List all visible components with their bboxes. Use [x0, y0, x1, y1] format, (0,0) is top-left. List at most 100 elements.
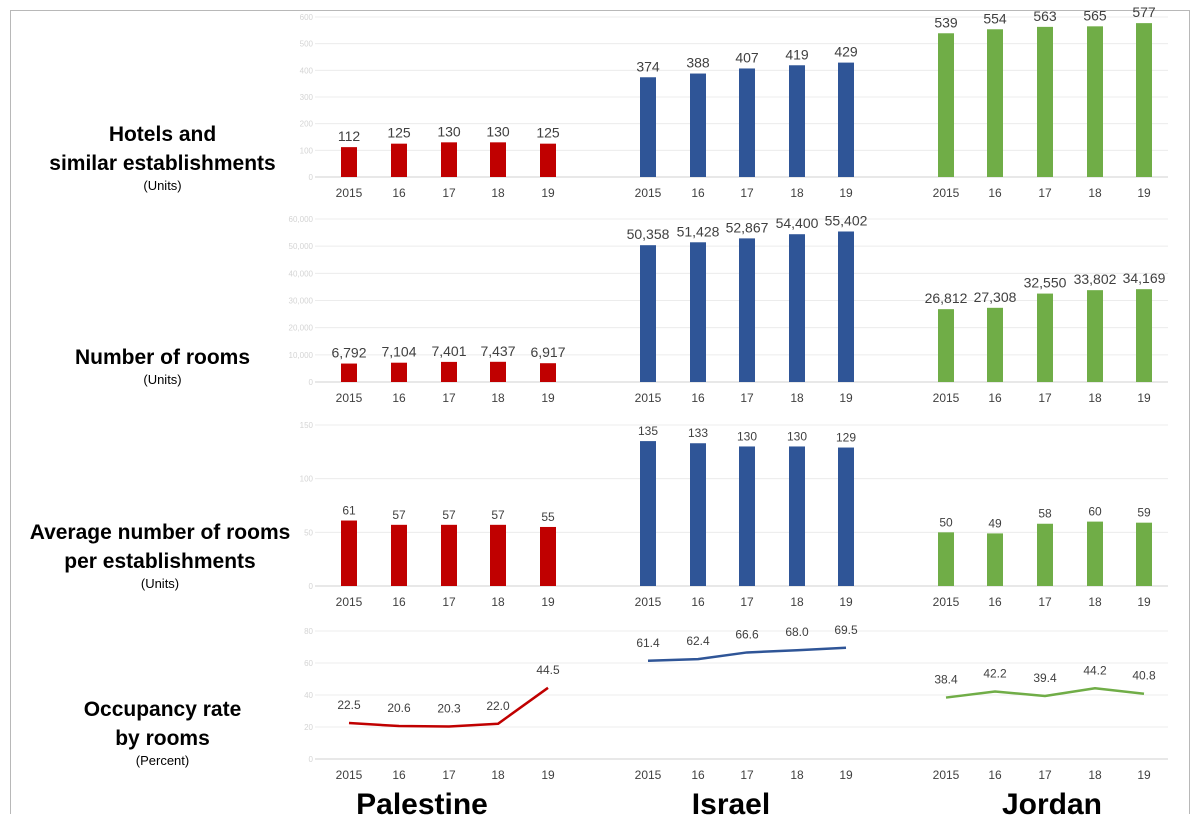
bar	[739, 238, 755, 382]
data-label: 51,428	[677, 223, 720, 239]
row-title-line2: by rooms	[115, 727, 210, 750]
x-tick-label: 2015	[933, 595, 960, 609]
bar	[1087, 26, 1103, 178]
data-label: 388	[686, 55, 710, 71]
data-label: 62.4	[686, 634, 710, 648]
bar	[987, 307, 1003, 382]
data-label: 563	[1033, 8, 1057, 24]
x-tick-label: 18	[491, 768, 505, 782]
bar	[341, 520, 357, 586]
data-label: 66.6	[735, 627, 759, 641]
data-label: 27,308	[974, 289, 1017, 305]
data-label: 61	[342, 504, 356, 518]
data-label: 34,169	[1123, 270, 1166, 286]
bar	[838, 231, 854, 382]
x-tick-label: 17	[442, 768, 456, 782]
x-tick-label: 17	[442, 595, 456, 609]
data-label: 6,917	[530, 344, 565, 360]
x-tick-label: 2015	[336, 768, 363, 782]
x-tick-label: 17	[1038, 186, 1052, 200]
x-tick-label: 19	[839, 391, 853, 405]
row-unit: (Units)	[140, 576, 180, 591]
x-tick-label: 19	[839, 595, 853, 609]
x-tick-label: 17	[740, 186, 754, 200]
y-tick-label: 500	[300, 40, 314, 49]
data-label: 130	[737, 429, 757, 443]
row-title-line2: per establishments	[64, 550, 256, 573]
data-label: 57	[392, 508, 406, 522]
bar	[1136, 522, 1152, 586]
data-label: 61.4	[636, 636, 660, 650]
data-label: 68.0	[785, 625, 809, 639]
data-label: 39.4	[1033, 671, 1057, 685]
x-tick-label: 17	[740, 595, 754, 609]
data-label: 429	[834, 44, 858, 60]
data-label: 50	[939, 515, 953, 529]
data-label: 49	[988, 516, 1002, 530]
bar	[1087, 290, 1103, 382]
x-tick-label: 16	[988, 391, 1002, 405]
x-tick-label: 19	[541, 595, 555, 609]
row-title-hotels: Hotels and similar establishments (Units…	[20, 120, 305, 193]
data-label: 20.6	[387, 701, 411, 715]
x-tick-label: 17	[740, 768, 754, 782]
y-tick-label: 0	[309, 378, 314, 387]
bar	[391, 143, 407, 177]
bar	[789, 234, 805, 382]
x-tick-label: 17	[442, 186, 456, 200]
x-tick-label: 18	[1088, 768, 1102, 782]
series-line	[348, 686, 549, 728]
y-tick-label: 50,000	[289, 242, 314, 251]
data-label: 59	[1137, 506, 1151, 520]
bar	[789, 446, 805, 586]
bar	[987, 533, 1003, 586]
bar	[938, 309, 954, 382]
x-tick-label: 18	[790, 391, 804, 405]
x-tick-label: 19	[839, 186, 853, 200]
y-tick-label: 0	[309, 582, 314, 591]
data-label: 577	[1132, 4, 1156, 20]
x-tick-label: 19	[541, 391, 555, 405]
series-line	[647, 646, 847, 663]
data-label: 58	[1038, 507, 1052, 521]
x-tick-label: 17	[1038, 768, 1052, 782]
row-title-line2: similar establishments	[49, 152, 276, 175]
bar	[690, 242, 706, 382]
data-label: 130	[486, 123, 510, 139]
bar	[341, 147, 357, 177]
x-tick-label: 18	[790, 768, 804, 782]
bar	[540, 143, 556, 177]
bar	[987, 29, 1003, 178]
bar	[838, 447, 854, 586]
data-label: 52,867	[726, 219, 769, 235]
bar	[341, 363, 357, 382]
data-label: 38.4	[934, 673, 958, 687]
row-title-avg-rooms: Average number of rooms per establishmen…	[5, 518, 315, 591]
data-label: 129	[836, 431, 856, 445]
data-label: 57	[491, 508, 505, 522]
data-label: 40.8	[1132, 669, 1156, 683]
data-label: 44.2	[1083, 663, 1107, 677]
data-label: 7,401	[431, 343, 466, 359]
data-label: 33,802	[1074, 271, 1117, 287]
x-tick-label: 19	[1137, 186, 1151, 200]
data-label: 125	[387, 125, 411, 141]
data-label: 7,104	[381, 344, 416, 360]
x-tick-label: 18	[1088, 595, 1102, 609]
country-label-israel: Israel	[691, 788, 771, 821]
x-tick-label: 18	[790, 595, 804, 609]
x-tick-label: 2015	[336, 391, 363, 405]
row-title-line1: Number of rooms	[74, 346, 250, 369]
x-tick-label: 16	[392, 391, 406, 405]
data-label: 419	[785, 46, 809, 62]
x-tick-label: 19	[541, 186, 555, 200]
bar	[838, 62, 854, 177]
data-label: 407	[735, 49, 759, 65]
x-tick-label: 19	[1137, 595, 1151, 609]
data-label: 130	[787, 429, 807, 443]
x-tick-label: 17	[1038, 595, 1052, 609]
y-tick-label: 0	[309, 173, 314, 182]
bar	[1136, 289, 1152, 382]
x-tick-label: 16	[988, 595, 1002, 609]
x-tick-label: 18	[790, 186, 804, 200]
